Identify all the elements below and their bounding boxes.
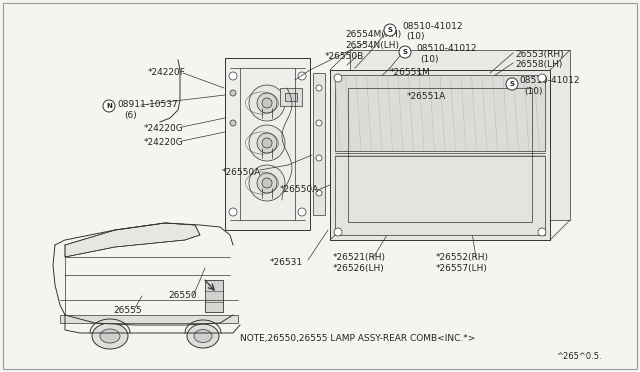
Text: *26521(RH): *26521(RH) <box>333 253 386 262</box>
Circle shape <box>229 72 237 80</box>
Circle shape <box>506 78 518 90</box>
Text: 26558(LH): 26558(LH) <box>515 60 563 69</box>
Bar <box>335 75 545 151</box>
Text: *24220F: *24220F <box>148 68 186 77</box>
Circle shape <box>103 100 115 112</box>
Ellipse shape <box>194 330 212 343</box>
Bar <box>350 50 570 220</box>
Circle shape <box>316 120 322 126</box>
Circle shape <box>257 93 277 113</box>
Text: *24220G: *24220G <box>144 124 184 133</box>
Text: 26555: 26555 <box>113 306 141 315</box>
Circle shape <box>298 208 306 216</box>
Bar <box>285 93 297 101</box>
Text: 08510-41012: 08510-41012 <box>519 76 579 85</box>
Text: (6): (6) <box>124 111 137 120</box>
Text: *26550A: *26550A <box>280 185 319 194</box>
Text: *26526(LH): *26526(LH) <box>333 264 385 273</box>
Circle shape <box>298 72 306 80</box>
Bar <box>225 58 310 230</box>
Circle shape <box>257 133 277 153</box>
Circle shape <box>538 74 546 82</box>
Text: *24220G: *24220G <box>144 138 184 147</box>
Text: 26550: 26550 <box>168 291 196 300</box>
Text: *26552(RH): *26552(RH) <box>436 253 489 262</box>
Text: (10): (10) <box>406 32 424 41</box>
Text: 08911-10537: 08911-10537 <box>117 100 178 109</box>
Circle shape <box>249 165 285 201</box>
Circle shape <box>316 155 322 161</box>
Text: N: N <box>106 103 112 109</box>
Circle shape <box>230 90 236 96</box>
Text: 26554N(LH): 26554N(LH) <box>345 41 399 50</box>
Ellipse shape <box>187 324 219 348</box>
Circle shape <box>230 120 236 126</box>
Circle shape <box>334 74 342 82</box>
Circle shape <box>334 228 342 236</box>
Text: 26554M(RH): 26554M(RH) <box>345 30 401 39</box>
Text: 08510-41012: 08510-41012 <box>402 22 463 31</box>
Text: S: S <box>403 49 408 55</box>
Circle shape <box>316 85 322 91</box>
Bar <box>205 280 223 312</box>
Text: ^265^0.5.: ^265^0.5. <box>556 352 602 361</box>
Text: S: S <box>387 27 392 33</box>
Text: NOTE,26550,26555 LAMP ASSY-REAR COMB<INC.*>: NOTE,26550,26555 LAMP ASSY-REAR COMB<INC… <box>240 334 476 343</box>
Text: *26551M: *26551M <box>390 68 431 77</box>
Circle shape <box>257 173 277 193</box>
Polygon shape <box>65 223 200 257</box>
Circle shape <box>262 98 272 108</box>
Bar <box>335 156 545 235</box>
Circle shape <box>249 85 285 121</box>
Text: (10): (10) <box>524 87 543 96</box>
Circle shape <box>249 125 285 161</box>
Text: *26551A: *26551A <box>407 92 446 101</box>
Text: 08510-41012: 08510-41012 <box>416 44 477 53</box>
Circle shape <box>399 46 411 58</box>
Circle shape <box>384 24 396 36</box>
Text: *26550A: *26550A <box>222 168 261 177</box>
Bar <box>348 88 532 222</box>
Text: *26531: *26531 <box>270 258 303 267</box>
Circle shape <box>262 138 272 148</box>
Ellipse shape <box>92 323 128 349</box>
Text: S: S <box>509 81 515 87</box>
Text: *26550B: *26550B <box>325 52 364 61</box>
Text: (10): (10) <box>420 55 438 64</box>
Circle shape <box>262 178 272 188</box>
Text: 26553(RH): 26553(RH) <box>515 50 564 59</box>
Circle shape <box>316 190 322 196</box>
Bar <box>313 73 325 215</box>
Text: *26557(LH): *26557(LH) <box>436 264 488 273</box>
Bar <box>280 88 302 106</box>
Bar <box>330 70 550 240</box>
Bar <box>60 315 238 323</box>
Circle shape <box>538 228 546 236</box>
Ellipse shape <box>100 329 120 343</box>
Circle shape <box>229 208 237 216</box>
